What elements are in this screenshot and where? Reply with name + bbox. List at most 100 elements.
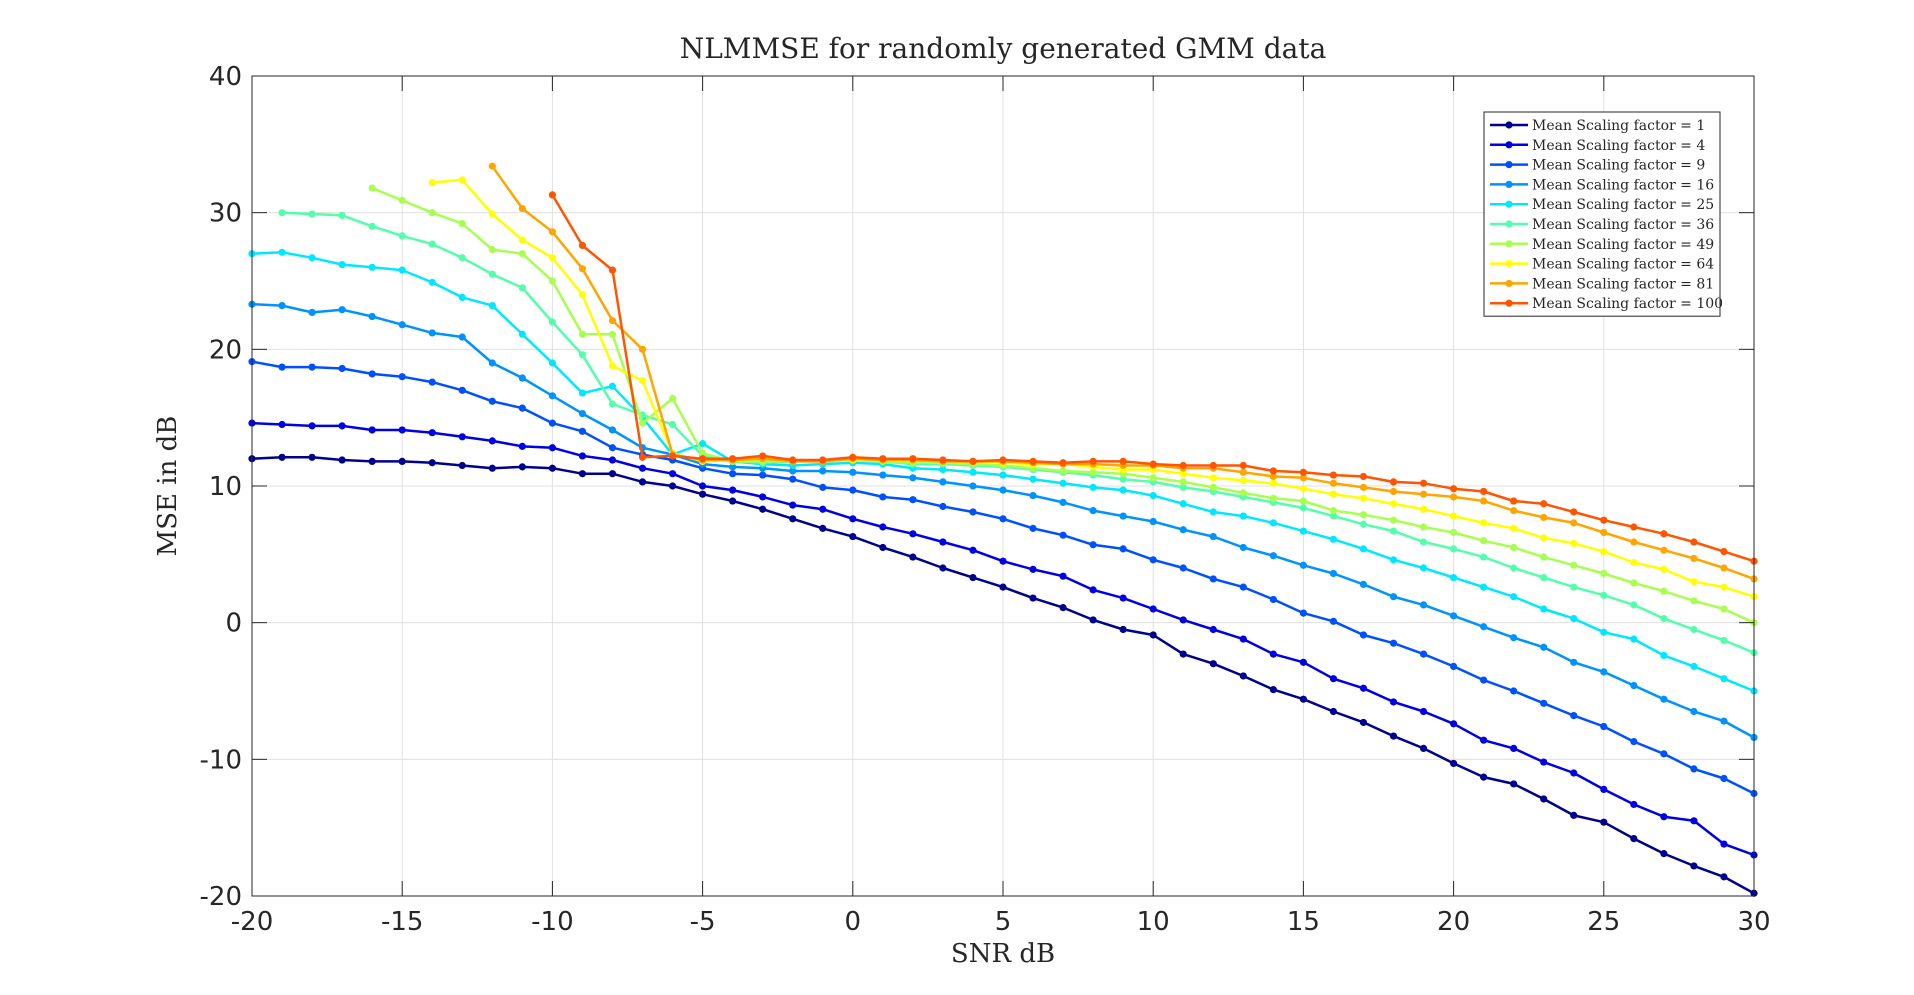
data-point xyxy=(1600,548,1608,556)
data-point xyxy=(1269,650,1277,658)
data-point xyxy=(1419,505,1428,513)
data-point xyxy=(1299,658,1307,666)
data-point xyxy=(1480,773,1488,781)
data-point xyxy=(1059,467,1067,475)
data-point xyxy=(1029,594,1037,602)
x-tick-label: -5 xyxy=(690,907,716,937)
data-point xyxy=(1209,625,1217,634)
data-point xyxy=(759,471,767,479)
data-point xyxy=(1059,459,1067,467)
data-point xyxy=(548,191,557,199)
data-point xyxy=(1540,534,1548,542)
legend-label: Mean Scaling factor = 64 xyxy=(1532,257,1714,273)
data-point xyxy=(368,426,376,434)
data-point xyxy=(879,543,887,552)
data-point xyxy=(1540,573,1548,582)
data-point xyxy=(1570,658,1578,666)
data-point xyxy=(1540,500,1548,508)
data-point xyxy=(608,362,617,370)
data-point xyxy=(1089,483,1097,491)
data-point xyxy=(1329,569,1338,578)
data-point xyxy=(398,266,406,274)
data-point xyxy=(1720,717,1728,725)
legend-item: Mean Scaling factor = 25 xyxy=(1490,197,1714,213)
data-point xyxy=(1089,507,1097,515)
data-point xyxy=(1119,545,1127,553)
legend: Mean Scaling factor = 1 Mean Scaling fact… xyxy=(1483,111,1723,317)
data-point xyxy=(1540,553,1548,561)
data-point xyxy=(969,482,977,490)
data-point xyxy=(1630,737,1638,746)
data-point xyxy=(1720,583,1728,591)
data-point xyxy=(1570,508,1578,516)
data-point xyxy=(1570,712,1578,720)
series-7 xyxy=(368,184,1758,627)
legend-swatch-marker xyxy=(1505,200,1513,208)
data-point xyxy=(638,453,647,461)
data-point xyxy=(548,392,557,400)
data-point xyxy=(1209,532,1217,541)
data-point xyxy=(909,455,917,463)
data-point xyxy=(578,470,587,478)
data-point xyxy=(1419,601,1428,609)
data-point xyxy=(1630,601,1638,609)
data-point xyxy=(608,444,617,452)
legend-item: Mean Scaling factor = 36 xyxy=(1490,217,1714,233)
data-point xyxy=(1450,720,1458,728)
x-tick-label: 25 xyxy=(1587,907,1620,937)
legend-label: Mean Scaling factor = 81 xyxy=(1532,276,1714,292)
data-point xyxy=(1600,528,1608,537)
data-point xyxy=(1570,561,1578,569)
data-point xyxy=(909,530,917,538)
data-point xyxy=(1570,614,1578,623)
data-point xyxy=(1239,583,1247,591)
data-point xyxy=(1540,643,1548,651)
data-point xyxy=(1480,583,1488,591)
data-point xyxy=(1149,517,1157,526)
data-point xyxy=(1660,750,1668,758)
data-point xyxy=(1419,650,1428,658)
data-point xyxy=(1570,811,1578,819)
data-point xyxy=(458,433,466,441)
data-point xyxy=(1149,556,1157,564)
data-point xyxy=(428,179,436,187)
data-point xyxy=(488,359,496,367)
data-point xyxy=(398,426,406,434)
data-point xyxy=(1359,520,1368,528)
data-point xyxy=(1480,537,1488,545)
data-point xyxy=(1510,593,1518,601)
legend-swatch-marker xyxy=(1505,141,1513,149)
data-point xyxy=(458,293,466,301)
data-point xyxy=(1029,565,1037,573)
data-point xyxy=(458,176,466,184)
legend-swatch-marker xyxy=(1505,260,1513,268)
data-point xyxy=(1179,564,1187,572)
data-point xyxy=(1089,457,1097,465)
data-point xyxy=(1720,774,1728,783)
data-point xyxy=(1450,573,1458,582)
data-point xyxy=(1660,546,1668,554)
data-point xyxy=(548,419,557,427)
data-point xyxy=(1059,498,1067,506)
data-point xyxy=(1720,840,1728,848)
data-point xyxy=(458,461,466,470)
data-point xyxy=(1269,686,1277,694)
legend-item: Mean Scaling factor = 64 xyxy=(1490,257,1714,273)
data-point xyxy=(668,470,677,478)
data-point xyxy=(1089,541,1097,549)
data-point xyxy=(548,444,557,452)
data-point xyxy=(1480,553,1488,561)
y-tick-label: -10 xyxy=(200,745,242,775)
data-point xyxy=(879,523,887,531)
data-point xyxy=(699,490,707,498)
data-point xyxy=(488,397,496,405)
data-point xyxy=(488,245,496,254)
data-point xyxy=(1600,722,1608,731)
data-point xyxy=(1329,535,1338,543)
data-point xyxy=(428,209,436,217)
data-point xyxy=(548,254,557,262)
x-axis-label: SNR dB xyxy=(951,939,1055,969)
series-3 xyxy=(248,358,1758,798)
data-point xyxy=(1029,491,1037,500)
